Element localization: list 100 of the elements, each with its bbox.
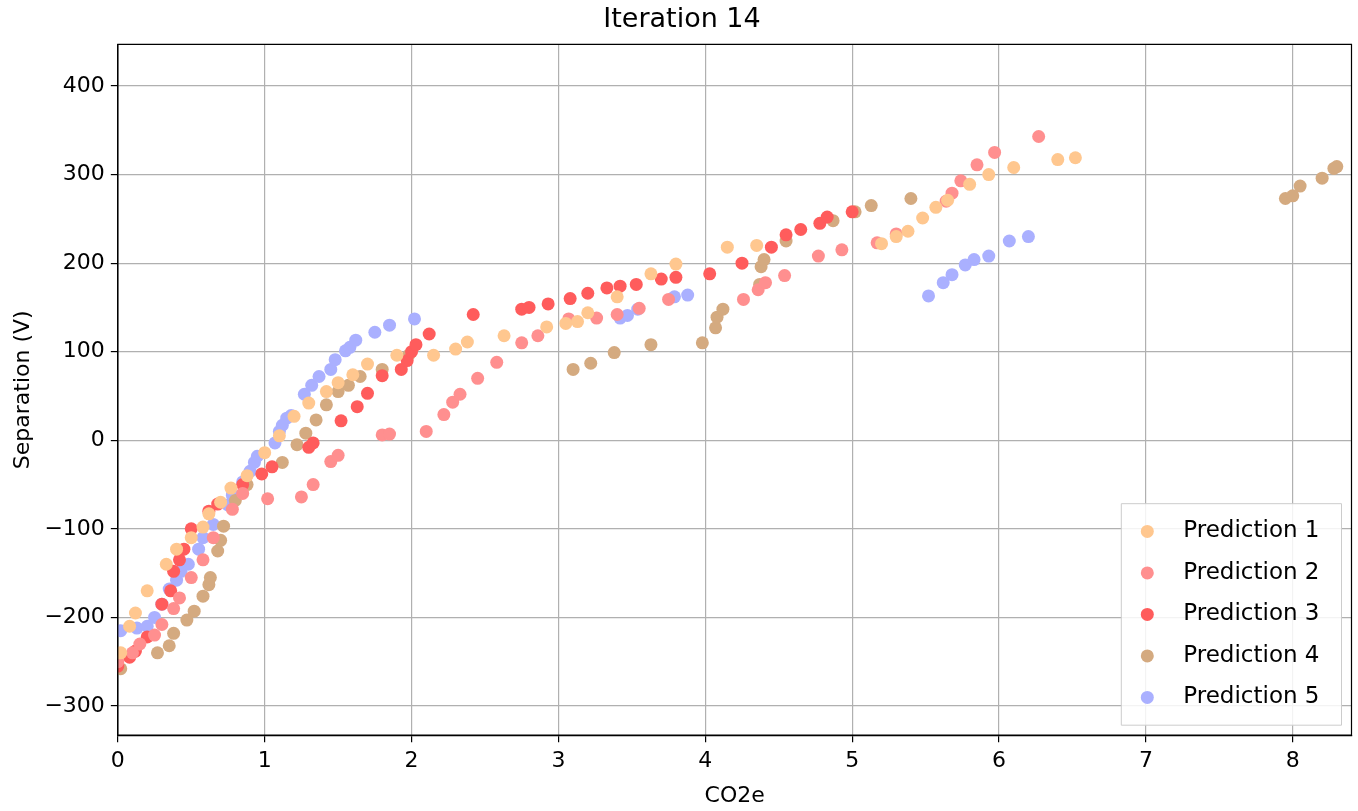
point <box>963 177 977 191</box>
point <box>613 279 627 293</box>
point <box>394 362 408 376</box>
point <box>600 281 614 295</box>
point <box>757 253 771 267</box>
point <box>1021 230 1035 244</box>
point <box>361 357 374 371</box>
point <box>167 602 181 616</box>
point <box>180 613 194 627</box>
point <box>350 400 364 414</box>
point <box>571 315 585 329</box>
point <box>566 362 580 376</box>
point <box>1002 234 1016 248</box>
point <box>419 424 433 438</box>
point <box>319 398 333 412</box>
point <box>196 520 210 534</box>
point <box>1068 151 1082 165</box>
point <box>261 492 275 506</box>
point <box>446 395 460 409</box>
point <box>225 502 239 516</box>
point <box>312 370 326 384</box>
point <box>206 531 220 545</box>
point <box>922 289 936 303</box>
point <box>581 286 595 300</box>
point <box>629 277 643 291</box>
point <box>460 335 474 349</box>
point <box>778 269 792 283</box>
legend-label: Prediction 5 <box>1183 682 1320 709</box>
point <box>720 240 734 254</box>
point <box>140 584 154 598</box>
point <box>324 362 338 376</box>
point <box>945 268 959 282</box>
x-tick-label: 6 <box>992 747 1007 773</box>
point <box>1007 161 1021 174</box>
chart-title: Iteration 14 <box>603 2 761 34</box>
point <box>196 553 210 567</box>
point <box>835 243 849 257</box>
point <box>427 348 441 362</box>
point <box>196 589 210 603</box>
point <box>531 329 545 343</box>
point <box>331 448 345 462</box>
point <box>875 237 889 251</box>
point <box>716 302 730 316</box>
point <box>1032 130 1046 144</box>
point <box>563 292 577 306</box>
point <box>644 267 658 281</box>
point <box>258 446 272 460</box>
point <box>540 320 554 334</box>
y-tick-label: −300 <box>44 691 105 717</box>
point <box>211 544 225 558</box>
x-tick-label: 1 <box>257 747 272 773</box>
point <box>184 571 198 585</box>
point <box>334 414 348 428</box>
point <box>779 228 793 242</box>
y-tick-label: 400 <box>62 71 105 97</box>
point <box>128 606 142 620</box>
point <box>319 385 333 399</box>
point <box>541 297 555 311</box>
point <box>302 396 316 410</box>
point <box>133 637 147 651</box>
x-tick-label: 8 <box>1285 747 1300 773</box>
x-tick-label: 0 <box>110 747 125 773</box>
point <box>349 333 363 347</box>
y-tick-label: 100 <box>62 337 105 363</box>
point <box>662 292 676 306</box>
point <box>709 321 723 335</box>
point <box>453 387 467 401</box>
point <box>162 639 176 653</box>
y-tick-label: −200 <box>44 603 105 629</box>
point <box>490 355 504 369</box>
point <box>669 257 683 271</box>
point <box>272 429 286 443</box>
point <box>466 308 480 322</box>
x-tick-label: 3 <box>551 747 566 773</box>
point <box>967 253 981 267</box>
point <box>383 318 397 332</box>
point <box>368 325 382 339</box>
point <box>669 270 683 284</box>
point <box>375 369 389 383</box>
point <box>497 329 511 343</box>
point <box>155 618 169 631</box>
point <box>187 604 201 618</box>
point <box>736 292 750 306</box>
point <box>331 376 345 390</box>
point <box>170 542 184 556</box>
point <box>559 316 573 330</box>
point <box>581 306 595 320</box>
point <box>794 223 808 236</box>
point <box>471 371 485 385</box>
point <box>255 467 269 481</box>
point <box>820 210 834 224</box>
x-tick-label: 2 <box>404 747 419 773</box>
point <box>184 531 198 545</box>
point <box>437 408 451 422</box>
point <box>764 240 778 254</box>
point <box>309 413 323 427</box>
point <box>703 267 717 281</box>
point <box>988 145 1002 159</box>
point <box>607 346 621 360</box>
point <box>681 288 695 302</box>
